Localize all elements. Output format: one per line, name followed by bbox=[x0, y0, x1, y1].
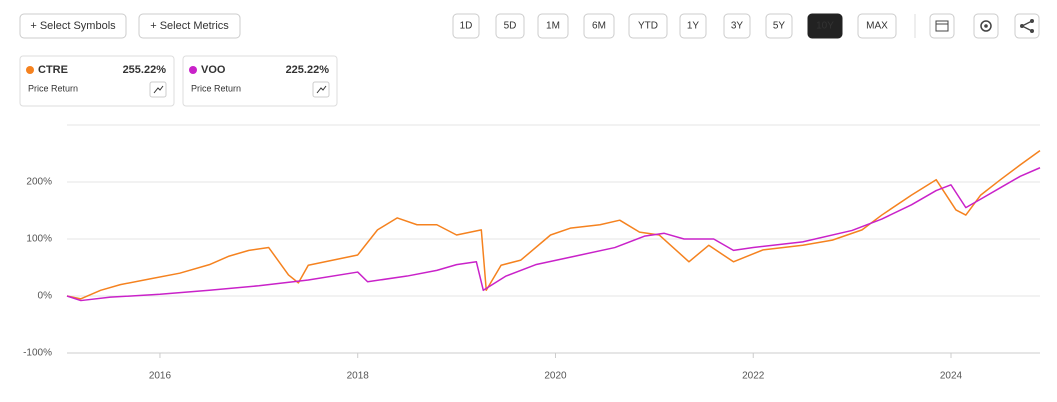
series-line bbox=[66, 167, 1041, 302]
table-icon[interactable] bbox=[929, 13, 955, 39]
y-tick-label: 200% bbox=[26, 177, 52, 188]
share-icon[interactable] bbox=[1014, 13, 1040, 39]
legend-dot bbox=[26, 66, 34, 74]
button-label: 5Y bbox=[773, 21, 786, 32]
period-button[interactable]: 3Y bbox=[723, 13, 751, 39]
y-tick-label: 100% bbox=[26, 234, 52, 245]
button-box bbox=[138, 13, 241, 39]
trend-arrow bbox=[153, 85, 164, 94]
x-tick-label: 2024 bbox=[940, 371, 963, 382]
period-button[interactable]: 5D bbox=[495, 13, 525, 39]
series-line bbox=[66, 150, 1041, 300]
card-symbol: VOO bbox=[201, 64, 226, 76]
period-button[interactable]: 1D bbox=[452, 13, 480, 39]
button-box bbox=[19, 13, 127, 39]
button-label: 1D bbox=[460, 21, 473, 32]
period-button[interactable]: MAX bbox=[857, 13, 897, 39]
x-tick-label: 2020 bbox=[544, 371, 567, 382]
y-tick-label: 0% bbox=[38, 291, 53, 302]
period-button[interactable]: 1M bbox=[537, 13, 569, 39]
button-box bbox=[537, 13, 569, 39]
select-button[interactable]: + Select Metrics bbox=[138, 13, 241, 39]
settings-icon[interactable] bbox=[973, 13, 999, 39]
legend-card: VOO 225.22% Price Return bbox=[182, 55, 338, 107]
button-box bbox=[628, 13, 668, 39]
button-box bbox=[857, 13, 897, 39]
card-metric: Price Return bbox=[28, 83, 78, 93]
button-box bbox=[583, 13, 615, 39]
card-metric: Price Return bbox=[191, 83, 241, 93]
select-button[interactable]: + Select Symbols bbox=[19, 13, 127, 39]
button-label: YTD bbox=[638, 21, 658, 32]
button-label: 1M bbox=[546, 21, 560, 32]
button-label: 1Y bbox=[687, 21, 700, 32]
x-tick-label: 2018 bbox=[347, 371, 370, 382]
legend-dot bbox=[189, 66, 197, 74]
period-button[interactable]: 6M bbox=[583, 13, 615, 39]
button-label: 5D bbox=[504, 21, 517, 32]
button-box bbox=[679, 13, 707, 39]
period-button[interactable]: 5Y bbox=[765, 13, 793, 39]
button-label: 3Y bbox=[731, 21, 744, 32]
legend-card: CTRE 255.22% Price Return bbox=[19, 55, 175, 107]
x-tick-label: 2022 bbox=[742, 371, 765, 382]
trend-icon bbox=[149, 81, 167, 98]
button-label: 10Y bbox=[816, 21, 834, 32]
button-label: + Select Metrics bbox=[150, 20, 229, 32]
button-label: + Select Symbols bbox=[30, 20, 116, 32]
button-label: 6M bbox=[592, 21, 606, 32]
y-tick-label: -100% bbox=[23, 348, 52, 359]
button-box bbox=[807, 13, 843, 39]
card-return: 225.22% bbox=[286, 64, 330, 76]
period-button[interactable]: 10Y bbox=[807, 13, 843, 39]
trend-arrow bbox=[316, 85, 327, 94]
button-box bbox=[495, 13, 525, 39]
button-label: MAX bbox=[866, 21, 888, 32]
button-box bbox=[765, 13, 793, 39]
trend-icon bbox=[312, 81, 330, 98]
x-tick-label: 2016 bbox=[149, 371, 172, 382]
card-return: 255.22% bbox=[123, 64, 167, 76]
card-symbol: CTRE bbox=[38, 64, 68, 76]
card-box bbox=[182, 55, 338, 107]
button-box bbox=[452, 13, 480, 39]
card-box bbox=[19, 55, 175, 107]
button-box bbox=[723, 13, 751, 39]
period-button[interactable]: YTD bbox=[628, 13, 668, 39]
period-button[interactable]: 1Y bbox=[679, 13, 707, 39]
